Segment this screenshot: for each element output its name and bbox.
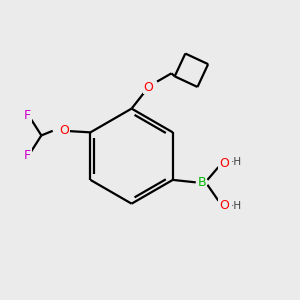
Text: ·H: ·H — [231, 158, 242, 167]
Text: O: O — [219, 157, 229, 170]
Text: O: O — [59, 124, 69, 137]
Text: O: O — [219, 199, 229, 212]
Text: F: F — [24, 109, 31, 122]
Text: ·H: ·H — [231, 201, 242, 211]
Text: O: O — [143, 81, 153, 94]
Text: B: B — [198, 176, 206, 189]
Text: F: F — [24, 149, 31, 162]
